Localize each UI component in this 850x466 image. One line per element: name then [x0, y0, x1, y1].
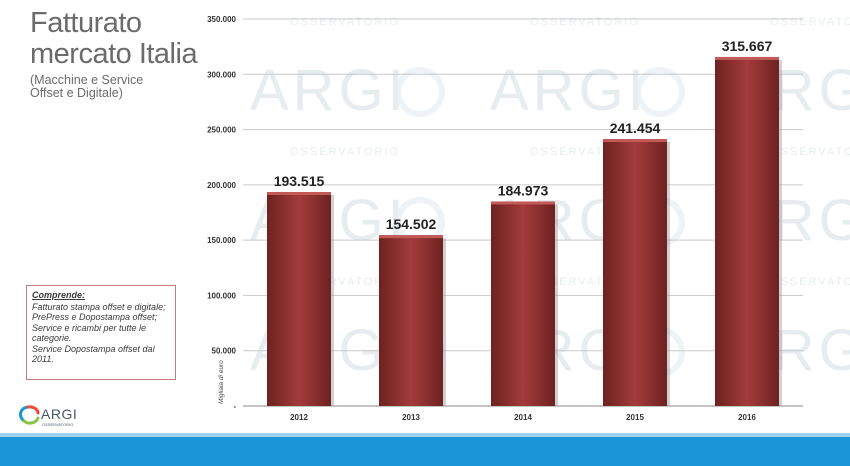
data-label: 193.515	[274, 173, 325, 189]
x-tick-labels: 2012 2013 2014 2015 2016	[290, 413, 756, 422]
bar-top-highlight	[491, 201, 555, 205]
logo-small-text: OSSERVATORIO	[42, 422, 73, 427]
footer-bar	[0, 437, 850, 466]
y-axis-label: Migliaia di euro	[218, 360, 225, 404]
y-tick-label: 200.000	[207, 181, 236, 190]
subtitle-line-2: Offset e Digitale)	[30, 86, 123, 100]
bar-top-highlight	[715, 56, 779, 60]
bar-top-highlight	[379, 235, 443, 239]
x-tick-label: 2014	[514, 413, 532, 422]
x-tick-label: 2012	[290, 413, 308, 422]
x-tick-label: 2016	[738, 413, 756, 422]
y-tick-label: 250.000	[207, 126, 236, 135]
bar	[715, 56, 779, 406]
note-line: 2011.	[32, 354, 54, 364]
y-tick-label: 300.000	[207, 70, 236, 79]
bar-chart: ARGIOSSERVATORIOARGIOSSERVATORIOARGIOSSE…	[207, 15, 850, 422]
watermark-ring-icon	[635, 67, 685, 117]
page-subtitle: (Macchine e Service Offset e Digitale)	[30, 74, 200, 100]
bars	[267, 56, 782, 406]
page-title: Fatturato mercato Italia	[30, 8, 200, 70]
footer-strip	[0, 433, 850, 437]
y-tick-label: 150.000	[207, 236, 236, 245]
logo-text: ARGI	[41, 406, 77, 422]
y-tick-label: 100.000	[207, 291, 236, 300]
y-tick-label: 350.000	[207, 15, 236, 24]
y-tick-label: -	[233, 402, 236, 411]
watermark-small-text: OSSERVATORIO	[530, 16, 640, 28]
title-line-2: mercato Italia	[30, 38, 198, 70]
watermark-small-text: OSSERVATORIO	[770, 16, 850, 28]
x-tick-label: 2013	[402, 413, 420, 422]
argi-logo: ARGI OSSERVATORIO	[19, 405, 77, 427]
y-tick-label: 50.000	[212, 347, 237, 356]
bar	[603, 139, 667, 406]
x-tick-label: 2015	[626, 413, 644, 422]
watermark-small-text: OSSERVATORIO	[290, 16, 400, 28]
watermark-text: ARGI	[250, 58, 408, 123]
bar-top-highlight	[603, 139, 667, 143]
note-line: Fatturato stampa offset e digitale;	[32, 301, 166, 312]
bar-top-highlight	[267, 192, 331, 196]
bar	[379, 235, 443, 406]
data-label: 184.973	[498, 182, 549, 198]
data-label: 241.454	[610, 120, 661, 136]
data-label: 154.502	[386, 216, 437, 232]
note-line: Service Dopostampa offset dal	[32, 343, 155, 354]
title-line-1: Fatturato	[30, 7, 142, 39]
note-line: PrePress e Dopostampa offset;	[32, 312, 158, 322]
logo-swoosh-icon	[19, 405, 30, 423]
data-labels: 193.515 154.502 184.973 241.454 315.667	[274, 38, 773, 232]
y-tick-labels: - 50.000 100.000 150.000 200.000 250.000 300.0…	[207, 15, 236, 411]
watermark-ring-icon	[395, 67, 445, 117]
watermark-small-text: OSSERVATORIO	[770, 146, 850, 158]
note-box: Comprende: Fatturato stampa offset e dig…	[26, 285, 176, 380]
bar	[267, 192, 331, 406]
note-line: categorie.	[32, 333, 72, 343]
note-line: Service e ricambi per tutte le	[32, 322, 147, 333]
data-label: 315.667	[722, 38, 773, 54]
note-heading: Comprende:	[32, 290, 86, 300]
watermark-small-text: OSSERVATORIO	[290, 146, 400, 158]
subtitle-line-1: (Macchine e Service	[30, 73, 144, 87]
watermark-text: ARGI	[490, 58, 648, 123]
bar	[491, 201, 555, 406]
watermark-small-text: OSSERVATORIO	[770, 276, 850, 288]
